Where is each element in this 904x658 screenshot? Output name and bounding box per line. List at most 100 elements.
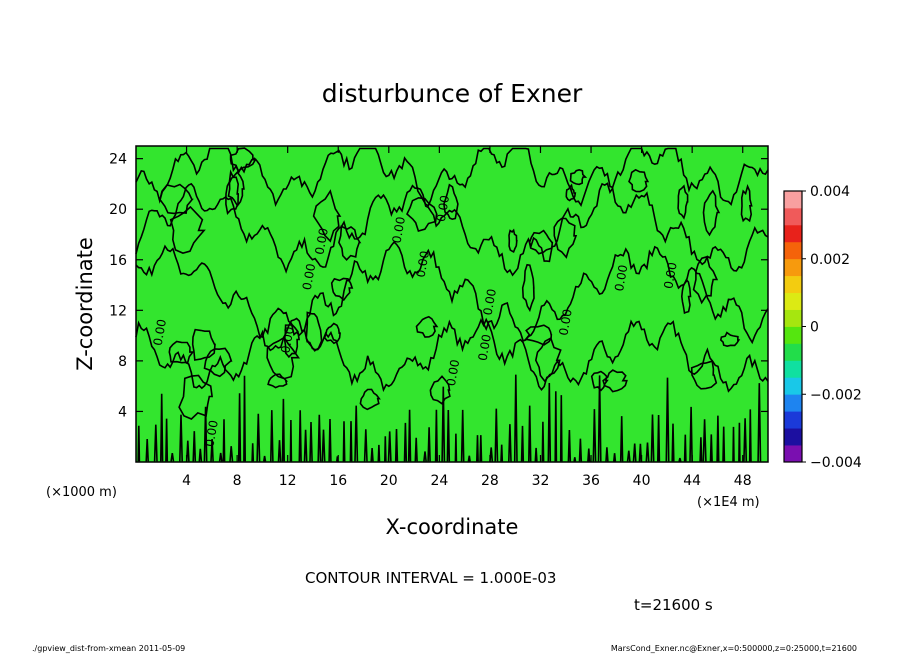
contour-line xyxy=(342,421,346,462)
colorbar-tick-label: 0.002 xyxy=(810,252,850,268)
contour-line xyxy=(159,183,194,215)
contour-line xyxy=(229,147,257,173)
colorbar-swatch xyxy=(784,224,802,243)
contour-line xyxy=(338,225,362,261)
contour-line xyxy=(692,255,719,305)
contour-line xyxy=(289,419,293,462)
contour-line xyxy=(632,443,637,462)
contour-line xyxy=(267,373,289,389)
contour-line xyxy=(709,434,713,462)
contour-line xyxy=(460,409,465,462)
contour-line xyxy=(407,409,412,462)
x-tick-label: 44 xyxy=(683,473,701,489)
contour-label: 0.00 xyxy=(434,194,452,223)
contour-line xyxy=(229,446,234,462)
contour-line xyxy=(394,428,399,462)
contour-line xyxy=(743,418,748,462)
contour-line xyxy=(298,410,302,462)
contour-line xyxy=(198,448,203,462)
contour-line xyxy=(328,418,332,462)
contour-line xyxy=(283,323,301,359)
contour-line xyxy=(650,414,655,462)
contour-line xyxy=(135,240,769,345)
contour-line xyxy=(565,183,577,202)
x-tick-label: 12 xyxy=(279,473,297,489)
contour-line xyxy=(690,360,718,390)
contour-line xyxy=(192,431,197,462)
contour-line xyxy=(363,429,368,462)
contour-line xyxy=(441,386,446,462)
x-tick-label: 8 xyxy=(233,473,242,489)
contour-line xyxy=(256,413,261,462)
contour-line xyxy=(521,263,535,313)
y-tick-label: 16 xyxy=(109,253,127,269)
contour-line xyxy=(165,418,169,462)
contour-line xyxy=(237,393,242,462)
contour-line xyxy=(479,435,483,462)
contour-interval-label: CONTOUR INTERVAL = 1.000E-03 xyxy=(305,569,556,587)
contour-line xyxy=(689,406,693,462)
contour-line xyxy=(429,375,451,405)
contour-line xyxy=(251,443,255,462)
contour-line xyxy=(323,322,341,345)
contour-line xyxy=(719,331,741,348)
x-unit-right: (×1E4 m) xyxy=(697,495,760,510)
contour-line xyxy=(403,422,408,462)
contour-line xyxy=(225,169,240,215)
contour-line xyxy=(508,228,518,254)
contour-line xyxy=(185,440,190,462)
colorbar-swatch xyxy=(784,275,802,294)
contour-line xyxy=(354,405,359,462)
y-tick-label: 12 xyxy=(109,303,127,319)
contour-line xyxy=(702,189,721,237)
x-tick-label: 36 xyxy=(582,473,600,489)
contour-line xyxy=(179,414,183,462)
contour-line xyxy=(567,429,572,462)
contour-line xyxy=(135,182,769,277)
x-tick-label: 28 xyxy=(481,473,499,489)
contour-line xyxy=(135,317,769,393)
contour-line xyxy=(592,409,597,462)
contour-line xyxy=(263,455,267,462)
contour-line xyxy=(266,336,301,380)
contour-line xyxy=(170,452,175,462)
contour-line xyxy=(169,205,206,254)
colorbar-swatch xyxy=(784,258,802,277)
contour-label: 0.00 xyxy=(556,308,574,337)
contour-line xyxy=(178,374,214,420)
colorbar-tick-label: 0 xyxy=(810,320,819,336)
colorbar-swatch xyxy=(784,360,802,378)
x-tick-label: 48 xyxy=(734,473,752,489)
y-tick-label: 4 xyxy=(118,404,127,420)
contour-line xyxy=(665,377,670,462)
time-label: t=21600 s xyxy=(634,596,713,614)
plot-frame xyxy=(135,145,769,463)
contour-line xyxy=(683,434,687,462)
contour-line xyxy=(227,171,245,208)
contour-line xyxy=(573,457,577,462)
contour-line xyxy=(203,347,233,378)
contour-line xyxy=(605,447,609,462)
colorbar-swatch xyxy=(784,207,802,226)
contour-lines xyxy=(135,147,769,462)
contour-line xyxy=(321,429,326,462)
y-axis-label: Z-coordinate xyxy=(73,237,97,371)
contour-line xyxy=(414,437,418,462)
contour-line xyxy=(678,457,682,462)
contour-line xyxy=(702,419,707,462)
contour-line xyxy=(270,410,274,462)
contour-labels: 0.00 0.00 0.00 0.00 0.00 0.00 0.00 0.00 0.00 0.00… xyxy=(151,194,680,448)
contour-line xyxy=(243,375,246,462)
contour-line xyxy=(716,415,720,462)
contour-line xyxy=(423,451,427,462)
contour-line xyxy=(541,421,545,462)
contour-line xyxy=(303,429,308,462)
contour-line xyxy=(137,425,141,462)
contour-line xyxy=(434,409,438,462)
contour-line xyxy=(748,409,752,462)
contour-line xyxy=(534,337,562,383)
contour-line xyxy=(277,440,282,462)
contour-line xyxy=(528,229,554,255)
contour-line xyxy=(597,375,602,462)
colorbar-swatch xyxy=(784,428,802,446)
